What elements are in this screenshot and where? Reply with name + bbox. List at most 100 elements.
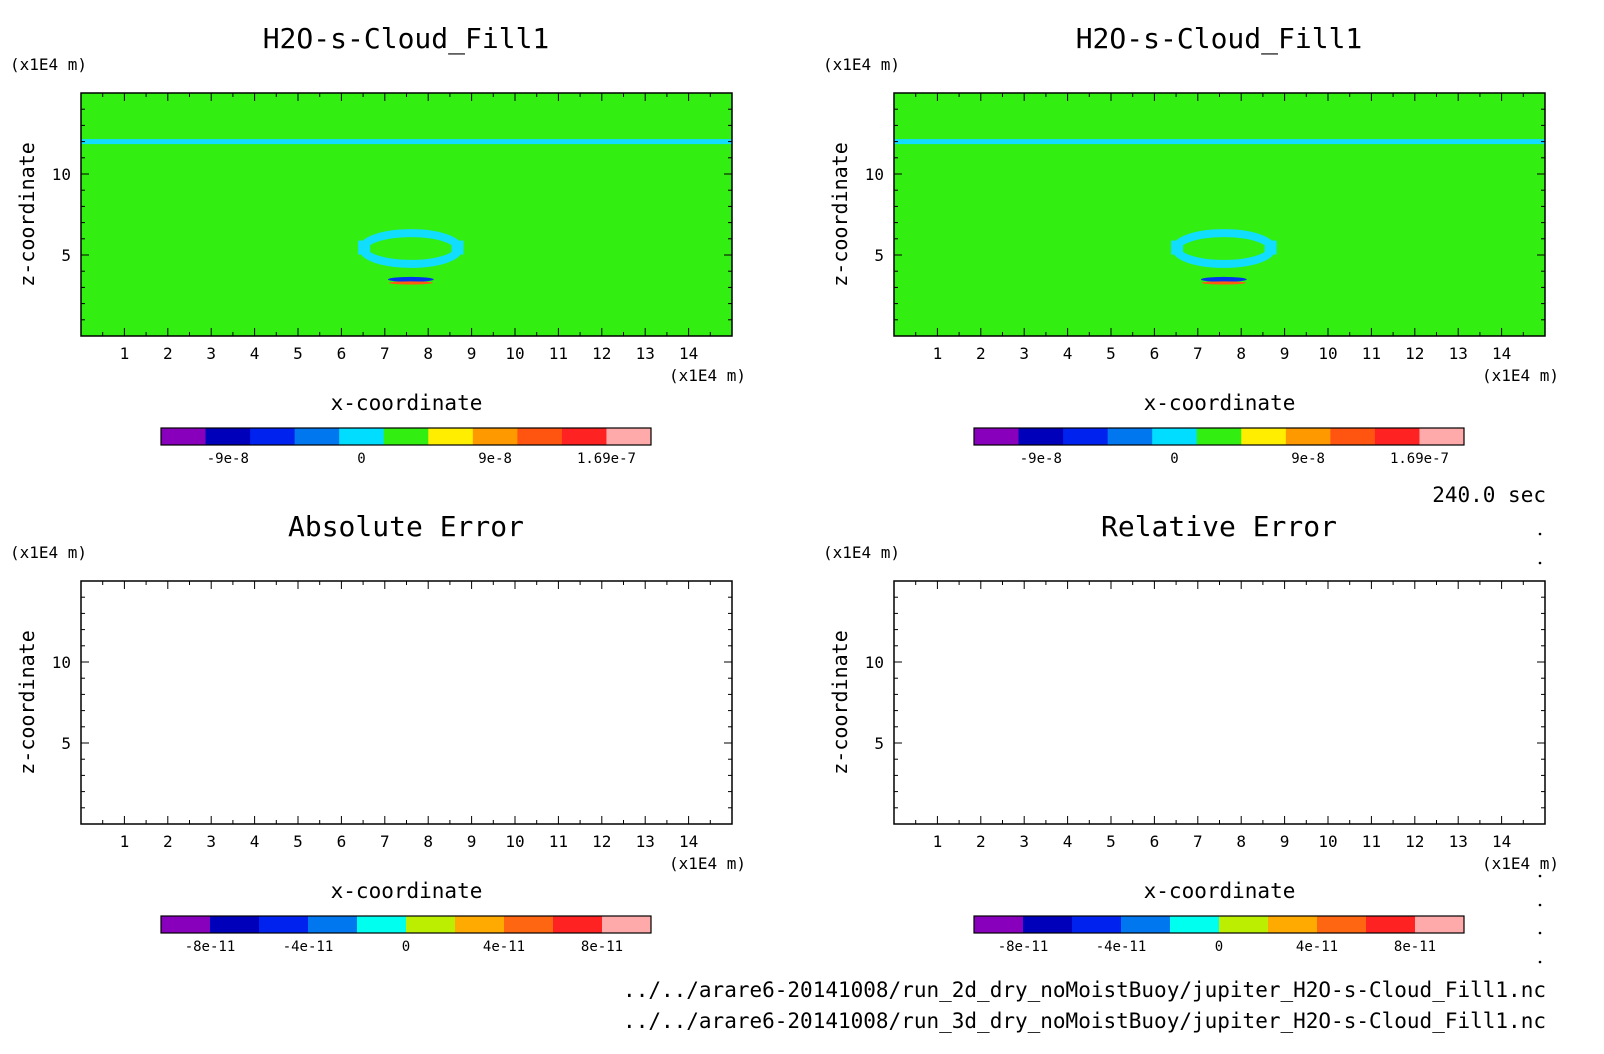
colorbar-swatch <box>428 428 474 445</box>
dipole-low <box>387 276 434 282</box>
dipole-high <box>1201 281 1246 285</box>
x-tick-label: 13 <box>1449 344 1468 363</box>
y-unit-label: (x1E4 m) <box>823 55 900 74</box>
colorbar-swatch <box>1121 916 1171 933</box>
colorbar-swatch <box>1268 916 1318 933</box>
x-tick-label: 2 <box>163 344 173 363</box>
x-tick-label: 10 <box>1318 344 1337 363</box>
x-axis-label: x-coordinate <box>331 879 483 903</box>
colorbar: -9e-8 0 9e-8 1.69e-7 <box>973 427 1465 467</box>
file-path-1: ../../arare6-20141008/run_2d_dry_noMoist… <box>623 978 1546 1002</box>
x-tick-label: 11 <box>1362 344 1381 363</box>
colorbar-frame <box>160 915 652 934</box>
colorbar-swatch <box>472 428 518 445</box>
colorbar-tick-label: -8e-11 <box>185 939 236 955</box>
x-tick-label: 7 <box>1193 832 1203 851</box>
dipole-low <box>1200 276 1247 282</box>
plot-panel: H2O-s-Cloud_Fill1(x1E4 m)1 2 3 4 5 6 7 8 9 10 11 12… <box>10 22 746 467</box>
x-tick-label: 6 <box>337 832 347 851</box>
colorbar-tick-label: -9e-8 <box>207 451 249 467</box>
y-unit-label: (x1E4 m) <box>10 543 87 562</box>
plot-panel: H2O-s-Cloud_Fill1(x1E4 m)1 2 3 4 5 6 7 8 9 10 11 12… <box>823 22 1559 467</box>
x-tick-label: 14 <box>679 344 698 363</box>
colorbar-swatch <box>1170 916 1220 933</box>
colorbar-swatch <box>339 428 385 445</box>
x-tick-label: 9 <box>467 832 477 851</box>
colorbar-swatch <box>383 428 429 445</box>
x-tick-label: 8 <box>1236 832 1246 851</box>
x-unit-label: (x1E4 m) <box>669 366 746 385</box>
x-unit-label: (x1E4 m) <box>1482 366 1559 385</box>
colorbar-tick-label: 1.69e-7 <box>1390 451 1449 467</box>
y-axis-label: z-coordinate <box>828 142 852 287</box>
colorbar-tick-label: 1.69e-7 <box>577 451 636 467</box>
colorbar-swatch <box>1107 428 1153 445</box>
colorbar-tick-label: -9e-8 <box>1020 451 1062 467</box>
y-unit-label: (x1E4 m) <box>823 543 900 562</box>
plot-title: H2O-s-Cloud_Fill1 <box>263 22 550 56</box>
file-path-2: ../../arare6-20141008/run_3d_dry_noMoist… <box>623 1009 1546 1033</box>
colorbar-swatch <box>406 916 456 933</box>
colorbar-swatch <box>1023 916 1073 933</box>
colorbar-swatch <box>1063 428 1109 445</box>
colorbar-tick-label: 8e-11 <box>581 939 623 955</box>
colorbar-swatch <box>1072 916 1122 933</box>
contour-band <box>894 139 1545 145</box>
y-axis-label: z-coordinate <box>15 142 39 287</box>
x-tick-label: 14 <box>679 832 698 851</box>
colorbar-swatch <box>602 916 652 933</box>
x-tick-label: 9 <box>1280 344 1290 363</box>
field-fill <box>81 93 732 336</box>
x-tick-label: 4 <box>250 832 260 851</box>
x-tick-label: 5 <box>293 832 303 851</box>
x-tick-label: 5 <box>1106 832 1116 851</box>
colorbar-swatch <box>1415 916 1465 933</box>
colorbar-tick-label: 0 <box>1215 939 1223 955</box>
x-tick-label: 10 <box>505 832 524 851</box>
x-tick-label: 3 <box>206 832 216 851</box>
colorbar-swatch <box>517 428 563 445</box>
colorbar-frame <box>160 427 652 446</box>
plot-title: Absolute Error <box>288 510 524 543</box>
colorbar-swatch <box>606 428 652 445</box>
y-axis-label: z-coordinate <box>828 630 852 775</box>
x-tick-label: 12 <box>592 344 611 363</box>
x-tick-label: 2 <box>163 832 173 851</box>
colorbar-swatch <box>1419 428 1465 445</box>
colorbar-swatch <box>161 428 207 445</box>
x-unit-label: (x1E4 m) <box>1482 854 1559 873</box>
colorbar-tick-label: 9e-8 <box>478 451 512 467</box>
x-tick-label: 14 <box>1492 832 1511 851</box>
time-label: 240.0 sec <box>1432 483 1546 507</box>
colorbar-tick-label: 0 <box>402 939 410 955</box>
x-tick-label: 2 <box>976 832 986 851</box>
x-tick-label: 8 <box>1236 344 1246 363</box>
x-tick-label: 12 <box>1405 832 1424 851</box>
colorbar-tick-label: 4e-11 <box>483 939 525 955</box>
colorbar-swatch <box>974 428 1020 445</box>
x-tick-label: 8 <box>423 344 433 363</box>
x-tick-label: 13 <box>1449 832 1468 851</box>
colorbar-frame <box>973 427 1465 446</box>
plot-panel: Relative Error(x1E4 m)1 2 3 4 5 6 7 8 9 10 11 12 13 1… <box>823 510 1559 955</box>
colorbar-swatch <box>1196 428 1242 445</box>
ring-bulge-left <box>358 240 371 255</box>
colorbar: -9e-8 0 9e-8 1.69e-7 <box>160 427 652 467</box>
x-tick-label: 1 <box>120 344 130 363</box>
colorbar-swatch <box>308 916 358 933</box>
colorbar-swatch <box>1285 428 1331 445</box>
x-tick-label: 9 <box>1280 832 1290 851</box>
colorbar-swatch <box>561 428 607 445</box>
colorbar-frame <box>973 915 1465 934</box>
x-tick-label: 3 <box>1019 832 1029 851</box>
x-tick-label: 11 <box>549 832 568 851</box>
x-tick-label: 3 <box>1019 344 1029 363</box>
x-tick-label: 5 <box>1106 344 1116 363</box>
y-tick-label: 10 <box>865 165 884 184</box>
margin-dots <box>1538 532 1542 964</box>
colorbar-tick-label: -8e-11 <box>998 939 1049 955</box>
field-fill <box>894 93 1545 336</box>
colorbar-swatch <box>259 916 309 933</box>
x-tick-label: 1 <box>120 832 130 851</box>
